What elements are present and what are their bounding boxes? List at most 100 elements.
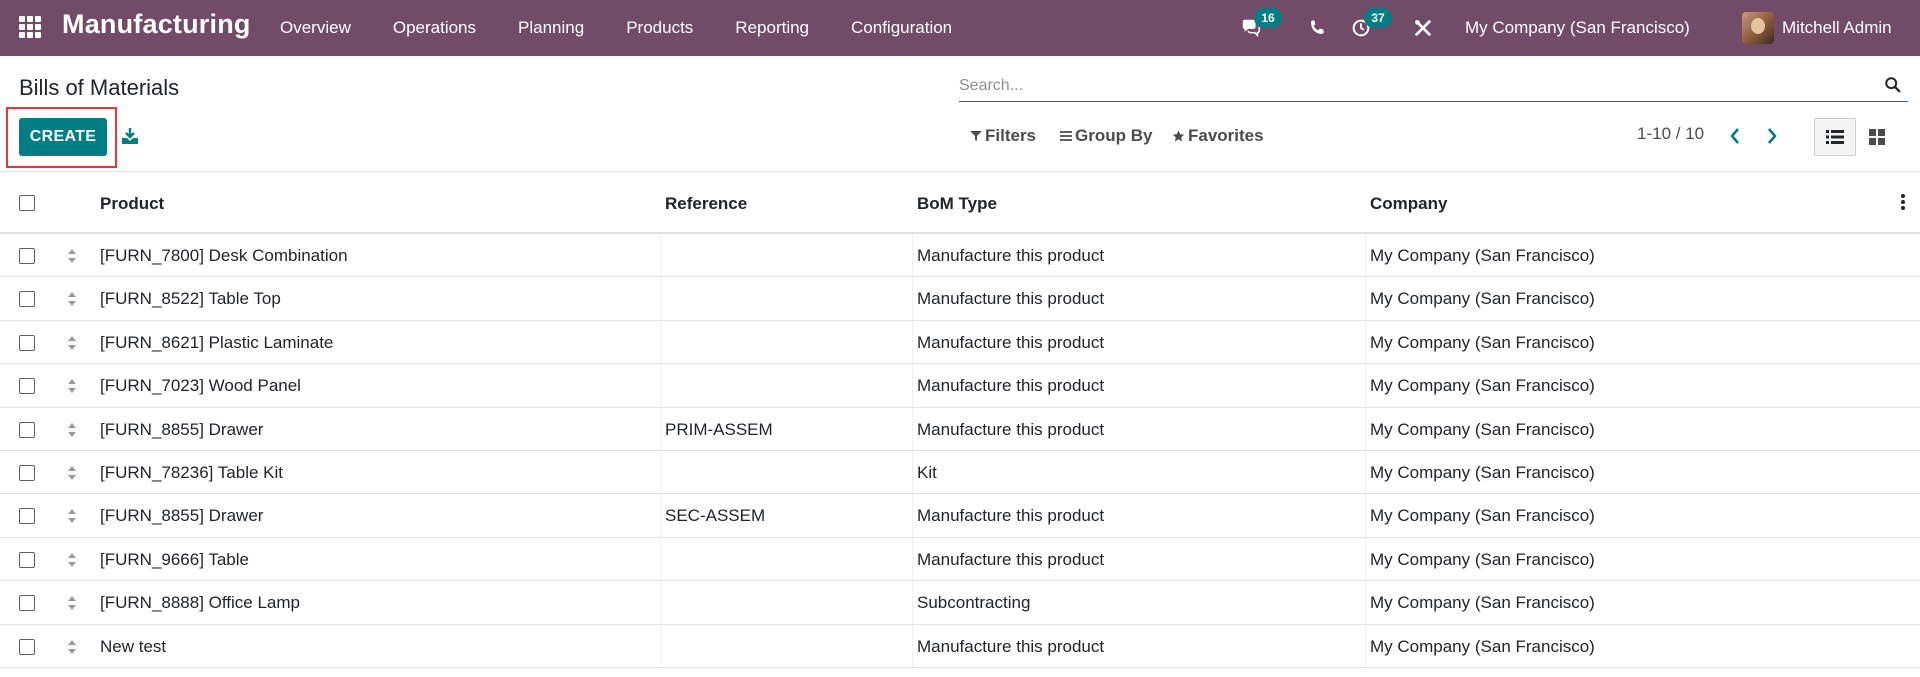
- table-row[interactable]: [FURN_7023] Wood Panel Manufacture this p…: [0, 364, 1920, 408]
- create-highlight-box: [6, 107, 117, 168]
- menu-products[interactable]: Products: [626, 18, 694, 37]
- search-icon[interactable]: [1884, 76, 1902, 94]
- cell-product: [FURN_8621] Plastic Laminate: [100, 332, 334, 352]
- clock-icon: [1352, 19, 1370, 37]
- favorites-label: Favorites: [1188, 126, 1264, 145]
- row-checkbox[interactable]: [19, 638, 35, 655]
- apps-menu-icon[interactable]: [19, 16, 41, 38]
- list-view-button[interactable]: [1814, 118, 1856, 156]
- activities-button[interactable]: 37: [1346, 8, 1392, 43]
- tools-icon: [1415, 20, 1431, 36]
- drag-handle-icon[interactable]: [65, 507, 79, 525]
- row-checkbox[interactable]: [19, 291, 35, 308]
- cell-bom-type: Manufacture this product: [917, 289, 1105, 309]
- table-row[interactable]: [FURN_8522] Table Top Manufacture this pr…: [0, 277, 1920, 321]
- messages-button[interactable]: 16: [1236, 8, 1282, 43]
- pager-value[interactable]: 1-10 / 10: [1637, 124, 1705, 143]
- groupby-toggle[interactable]: Group By: [1060, 126, 1152, 146]
- drag-handle-icon[interactable]: [65, 551, 79, 569]
- row-checkbox[interactable]: [19, 248, 35, 264]
- column-divider: [660, 407, 661, 450]
- drag-handle-icon[interactable]: [65, 464, 79, 482]
- create-button[interactable]: CREATE: [19, 118, 107, 156]
- menu-overview[interactable]: Overview: [280, 18, 351, 37]
- favorites-toggle[interactable]: Favorites: [1172, 126, 1264, 146]
- cell-bom-type: Manufacture this product: [917, 636, 1105, 656]
- drag-handle-icon[interactable]: [65, 334, 79, 352]
- column-divider: [912, 364, 913, 407]
- table-row[interactable]: [FURN_8855] Drawer PRIM-ASSEM Manufacture …: [0, 407, 1920, 451]
- search-bar: [959, 70, 1908, 102]
- drag-handle-icon[interactable]: [65, 247, 79, 265]
- company-switcher[interactable]: My Company (San Francisco): [1465, 18, 1690, 37]
- drag-handle-icon[interactable]: [65, 638, 79, 656]
- row-checkbox[interactable]: [19, 378, 35, 395]
- cell-company: My Company (San Francisco): [1370, 636, 1595, 656]
- menu-reporting[interactable]: Reporting: [735, 18, 810, 37]
- cell-bom-type: Manufacture this product: [917, 246, 1105, 265]
- column-divider: [912, 624, 913, 667]
- table-row[interactable]: [FURN_8621] Plastic Laminate Manufacture …: [0, 320, 1920, 365]
- app-brand[interactable]: Manufacturing: [62, 9, 251, 39]
- drag-handle-icon[interactable]: [65, 594, 79, 612]
- column-divider: [1365, 581, 1366, 624]
- cell-product: [FURN_8855] Drawer: [100, 506, 264, 526]
- row-checkbox[interactable]: [19, 595, 35, 612]
- drag-handle-icon[interactable]: [65, 421, 79, 439]
- cell-company: My Company (San Francisco): [1370, 462, 1595, 482]
- cell-bom-type: Kit: [917, 462, 937, 482]
- debug-tools-button[interactable]: [1408, 13, 1438, 43]
- drag-handle-icon[interactable]: [65, 377, 79, 395]
- cell-product: [FURN_78236] Table Kit: [100, 462, 284, 482]
- cell-company: My Company (San Francisco): [1370, 376, 1595, 396]
- table-row[interactable]: [FURN_8888] Office Lamp Subcontracting My …: [0, 581, 1920, 625]
- phone-icon: [1311, 20, 1324, 34]
- header-product[interactable]: Product: [100, 194, 165, 213]
- column-options-icon[interactable]: [1899, 194, 1907, 212]
- column-divider: [1365, 234, 1366, 277]
- menu-configuration[interactable]: Configuration: [851, 18, 953, 37]
- column-divider: [660, 364, 661, 407]
- column-divider: [660, 320, 661, 364]
- row-checkbox[interactable]: [19, 508, 35, 525]
- column-divider: [660, 450, 661, 494]
- filters-toggle[interactable]: Filters: [970, 126, 1036, 146]
- cell-product: [FURN_8522] Table Top: [100, 289, 281, 309]
- user-menu[interactable]: Mitchell Admin: [1742, 0, 1892, 56]
- chevron-left-icon[interactable]: [1726, 126, 1744, 146]
- column-divider: [1365, 407, 1366, 450]
- column-divider: [912, 494, 913, 537]
- row-checkbox[interactable]: [19, 464, 35, 481]
- cell-company: My Company (San Francisco): [1370, 419, 1595, 439]
- column-divider: [1365, 624, 1366, 667]
- search-input[interactable]: [959, 72, 1859, 100]
- row-checkbox[interactable]: [19, 334, 35, 351]
- row-checkbox[interactable]: [19, 421, 35, 438]
- column-divider: [1365, 494, 1366, 537]
- table-row[interactable]: New test Manufacture this product My Compa…: [0, 624, 1920, 668]
- header-bom-type[interactable]: BoM Type: [917, 194, 997, 213]
- menu-operations[interactable]: Operations: [392, 18, 477, 37]
- menu-planning[interactable]: Planning: [518, 18, 585, 37]
- download-icon[interactable]: [121, 126, 139, 146]
- table-row[interactable]: [FURN_78236] Table Kit Kit My Company (San…: [0, 450, 1920, 495]
- chevron-right-icon[interactable]: [1763, 126, 1781, 146]
- table-row[interactable]: [FURN_9666] Table Manufacture this produc…: [0, 537, 1920, 582]
- table-row[interactable]: [FURN_8855] Drawer SEC-ASSEM Manufacture t…: [0, 494, 1920, 538]
- groupby-label: Group By: [1075, 126, 1153, 145]
- column-divider: [660, 494, 661, 537]
- cell-company: My Company (San Francisco): [1370, 332, 1595, 352]
- kanban-view-button[interactable]: [1856, 118, 1898, 156]
- column-divider: [660, 537, 661, 581]
- drag-handle-icon[interactable]: [65, 290, 79, 308]
- table-row[interactable]: [FURN_7800] Desk Combination Manufacture …: [0, 234, 1920, 278]
- table-body: [FURN_7800] Desk Combination Manufacture …: [0, 234, 1920, 668]
- select-all-checkbox[interactable]: [19, 195, 35, 211]
- voip-button[interactable]: [1302, 13, 1332, 43]
- cell-product: [FURN_9666] Table: [100, 549, 249, 569]
- header-reference[interactable]: Reference: [665, 194, 748, 213]
- table-header: Product Reference BoM Type Company: [0, 172, 1920, 234]
- row-checkbox[interactable]: [19, 551, 35, 568]
- header-company[interactable]: Company: [1370, 194, 1448, 213]
- column-divider: [912, 277, 913, 320]
